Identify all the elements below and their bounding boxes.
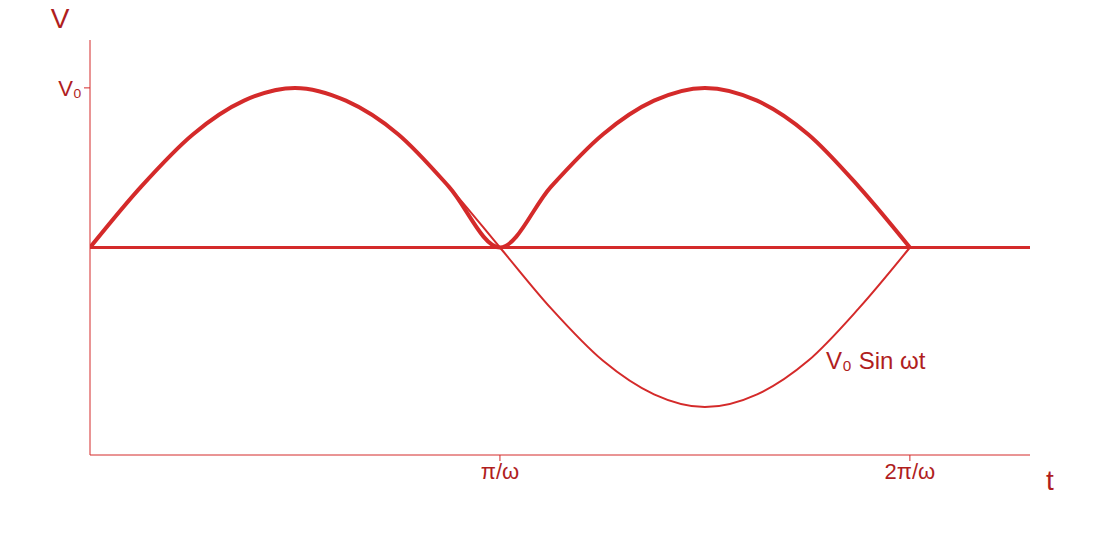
svg-text:π/ω: π/ω [481, 459, 519, 484]
svg-text:V₀ Sin ωt: V₀ Sin ωt [826, 347, 926, 374]
svg-text:V₀: V₀ [58, 76, 82, 101]
svg-text:V: V [51, 3, 70, 34]
svg-text:2π/ω: 2π/ω [885, 459, 936, 484]
svg-text:t: t [1046, 465, 1054, 496]
